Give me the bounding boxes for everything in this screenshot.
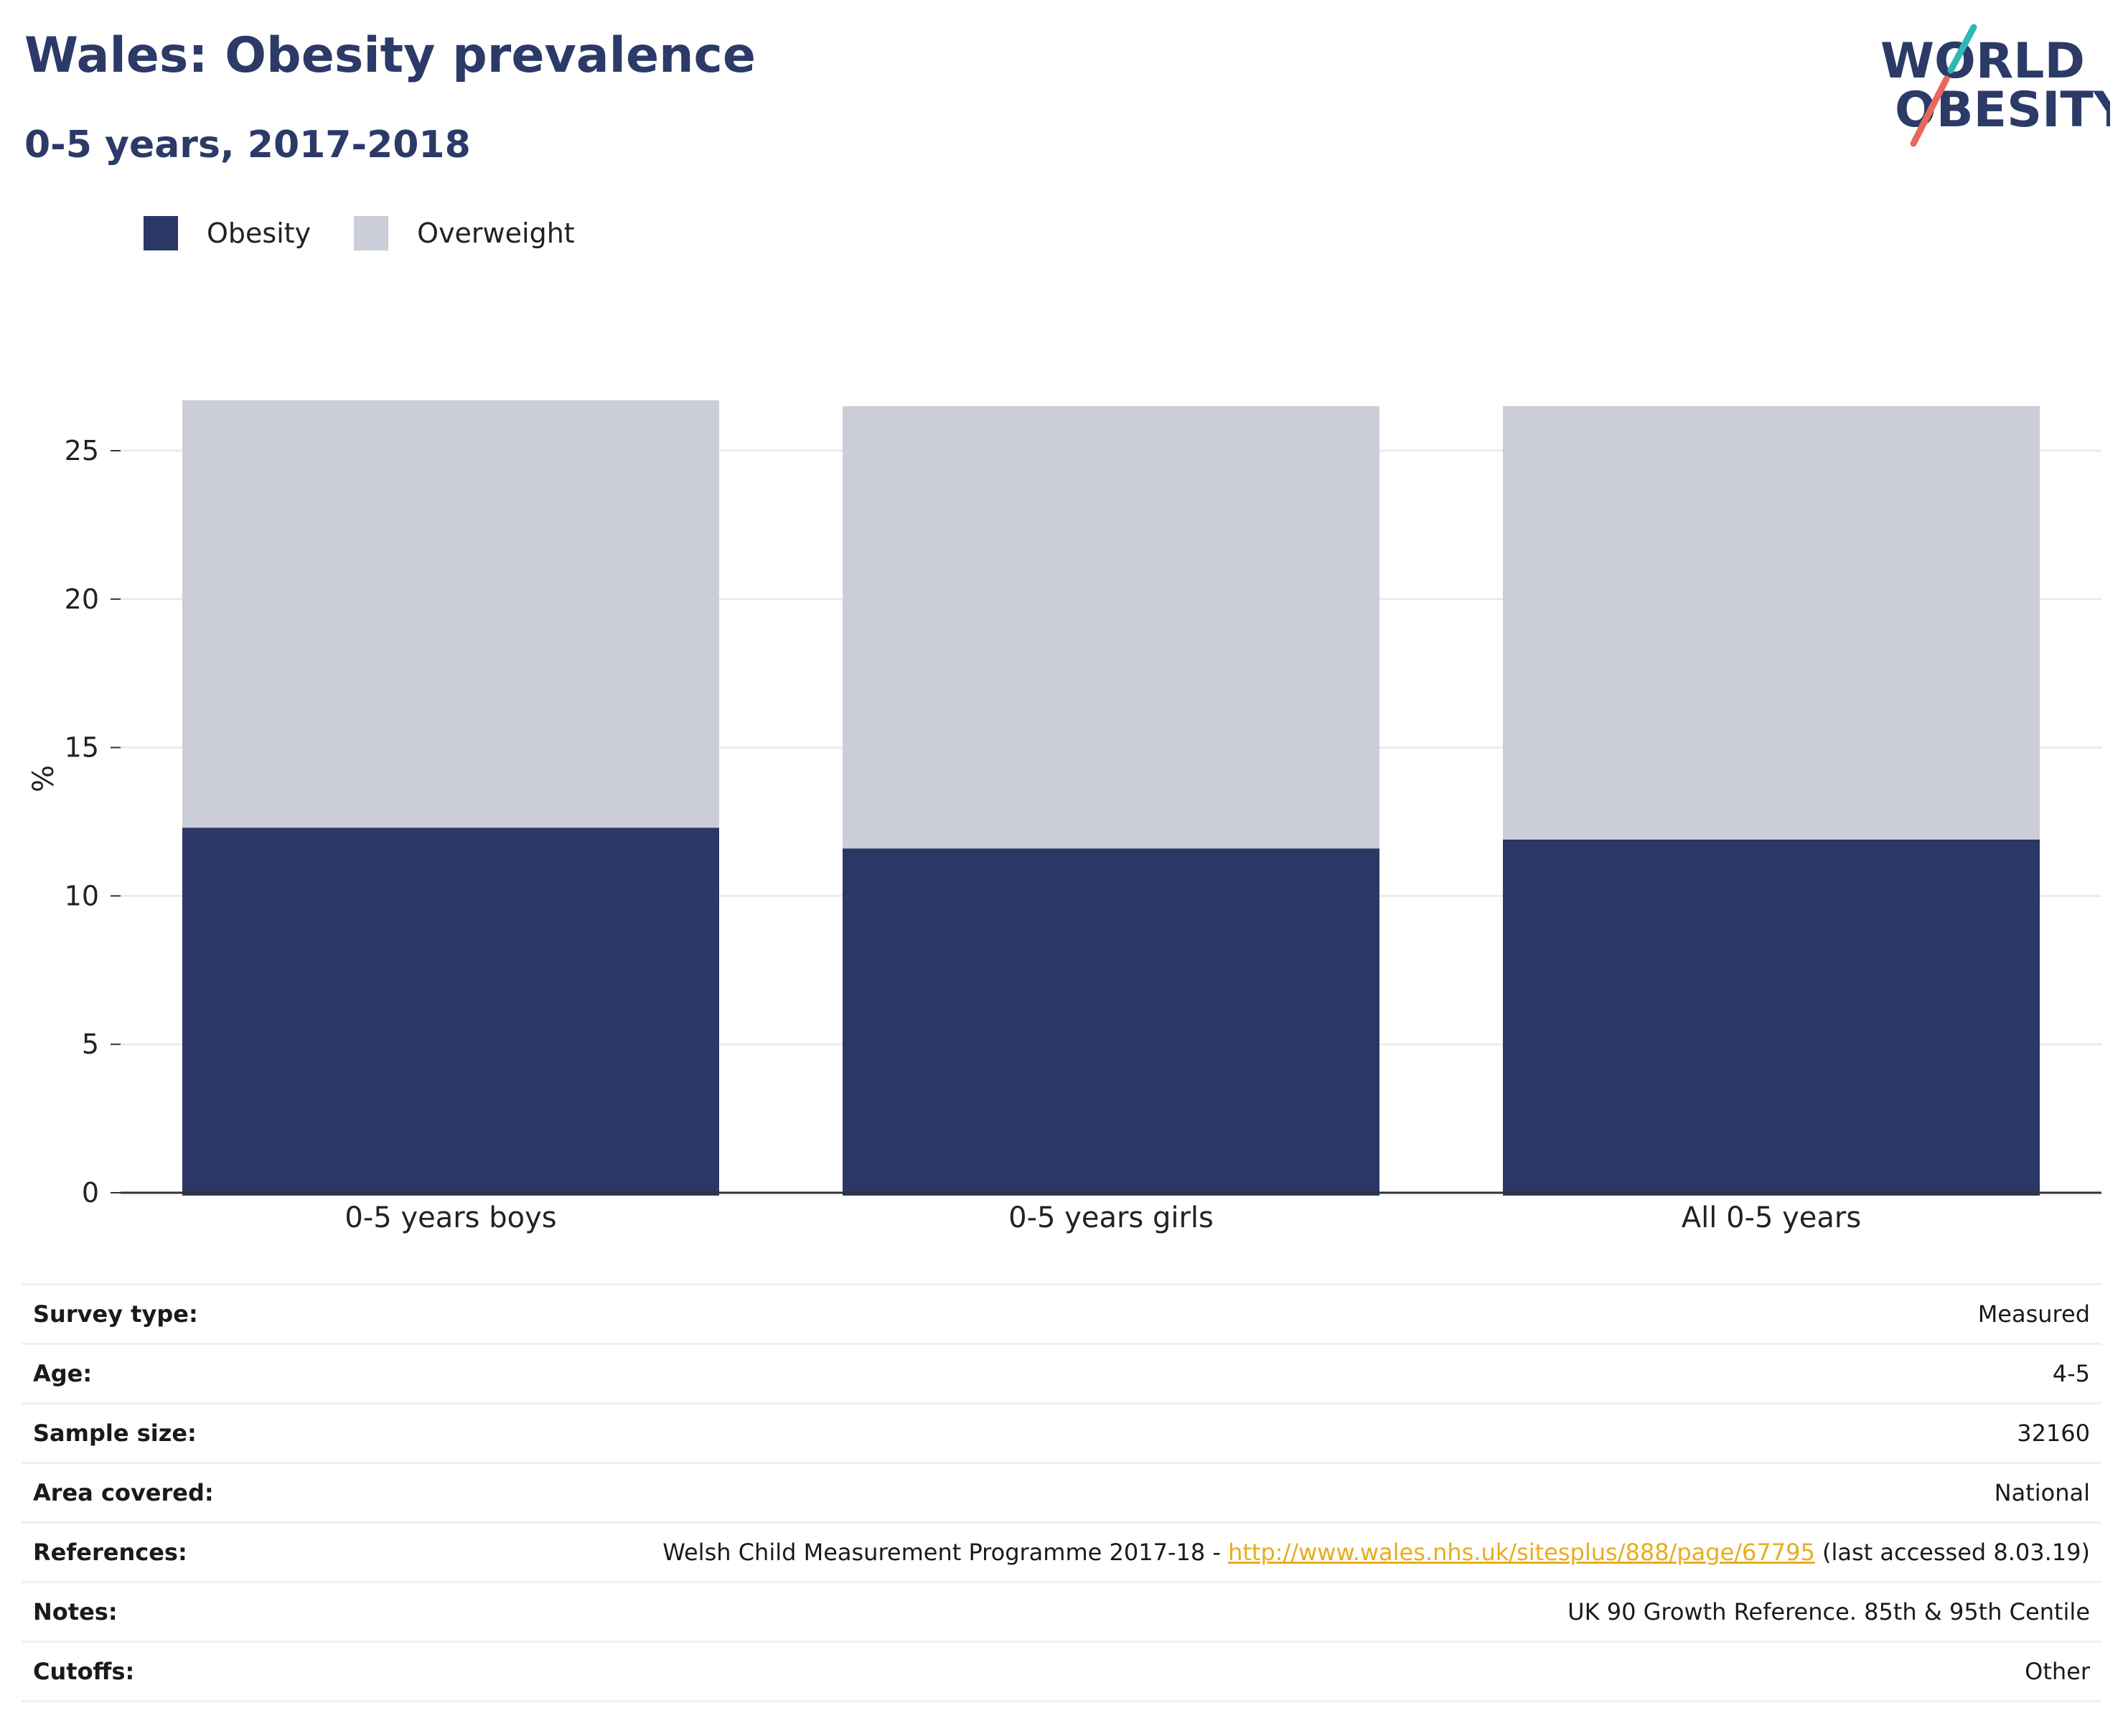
info-value: 4-5 [2052, 1360, 2090, 1387]
y-tick-label: 10 [65, 880, 99, 911]
y-tick-label: 0 [82, 1177, 99, 1209]
logo-world-text: WORLD [1880, 33, 2085, 90]
logo-slash-teal [1947, 24, 1977, 74]
info-row-cutoffs: Cutoffs: Other [22, 1641, 2101, 1702]
info-row-age: Age: 4-5 [22, 1343, 2101, 1404]
info-value: National [1994, 1479, 2090, 1506]
axis-layer: 0 5 10 15 20 25 0-5 years boys 0-5 years girls A… [65, 435, 2101, 1234]
info-row-area-covered: Area covered: National [22, 1463, 2101, 1523]
y-tick-label: 25 [65, 435, 99, 466]
info-key: Notes: [33, 1598, 118, 1625]
info-key: Age: [33, 1360, 93, 1387]
chart-subtitle: 0-5 years, 2017-2018 [24, 123, 471, 166]
legend-swatch-obesity [144, 216, 178, 250]
legend-label-obesity: Obesity [207, 217, 311, 249]
reference-suffix: (last accessed 8.03.19) [1814, 1539, 2090, 1566]
info-value: Measured [1977, 1300, 2090, 1328]
chart-title: Wales: Obesity prevalence [24, 27, 756, 84]
x-category-label: 0-5 years boys [345, 1201, 556, 1234]
legend-item-overweight[interactable]: Overweight [354, 216, 575, 250]
info-key: Area covered: [33, 1479, 214, 1506]
x-category-label: All 0-5 years [1682, 1201, 1861, 1234]
bar-overweight-0[interactable] [182, 400, 719, 828]
bar-overweight-2[interactable] [1503, 405, 2040, 840]
info-row-references: References: Welsh Child Measurement Prog… [22, 1522, 2101, 1582]
info-row-notes: Notes: UK 90 Growth Reference. 85th & 95… [22, 1582, 2101, 1642]
reference-prefix: Welsh Child Measurement Programme 2017-1… [662, 1539, 1229, 1566]
bar-layer [182, 400, 2040, 1196]
info-key: References: [33, 1539, 187, 1566]
info-value: UK 90 Growth Reference. 85th & 95th Cent… [1567, 1598, 2090, 1625]
chart-legend: Obesity Overweight [144, 215, 618, 251]
info-key: Sample size: [33, 1420, 197, 1447]
y-tick-label: 15 [65, 732, 99, 764]
y-tick-label: 20 [65, 583, 99, 615]
legend-swatch-overweight [354, 216, 389, 250]
x-category-label: 0-5 years girls [1008, 1201, 1214, 1234]
bar-overweight-1[interactable] [843, 405, 1379, 849]
info-value: Other [2025, 1658, 2090, 1685]
info-row-survey-type: Survey type: Measured [22, 1284, 2101, 1344]
info-value: 32160 [2017, 1420, 2090, 1447]
logo-slash-red [1910, 75, 1950, 147]
y-axis-title: % [27, 765, 60, 792]
survey-info-table: Survey type: Measured Age: 4-5 Sample si… [22, 1283, 2101, 1702]
bar-obesity-1[interactable] [843, 848, 1379, 1196]
info-value-reference: Welsh Child Measurement Programme 2017-1… [278, 1523, 2101, 1582]
info-row-sample-size: Sample size: 32160 [22, 1403, 2101, 1463]
y-tick-label: 5 [82, 1028, 99, 1060]
info-key: Cutoffs: [33, 1658, 135, 1685]
info-key: Survey type: [33, 1300, 198, 1328]
stacked-bar-chart: 0 5 10 15 20 25 0-5 years boys 0-5 years girls A… [27, 400, 2101, 1234]
bar-obesity-0[interactable] [182, 827, 719, 1196]
bar-obesity-2[interactable] [1503, 839, 2040, 1196]
legend-label-overweight: Overweight [417, 217, 575, 249]
legend-item-obesity[interactable]: Obesity [144, 216, 311, 250]
reference-link[interactable]: http://www.wales.nhs.uk/sitesplus/888/pa… [1228, 1539, 1815, 1566]
world-obesity-logo: WORLD OBESITY [1880, 24, 2110, 147]
